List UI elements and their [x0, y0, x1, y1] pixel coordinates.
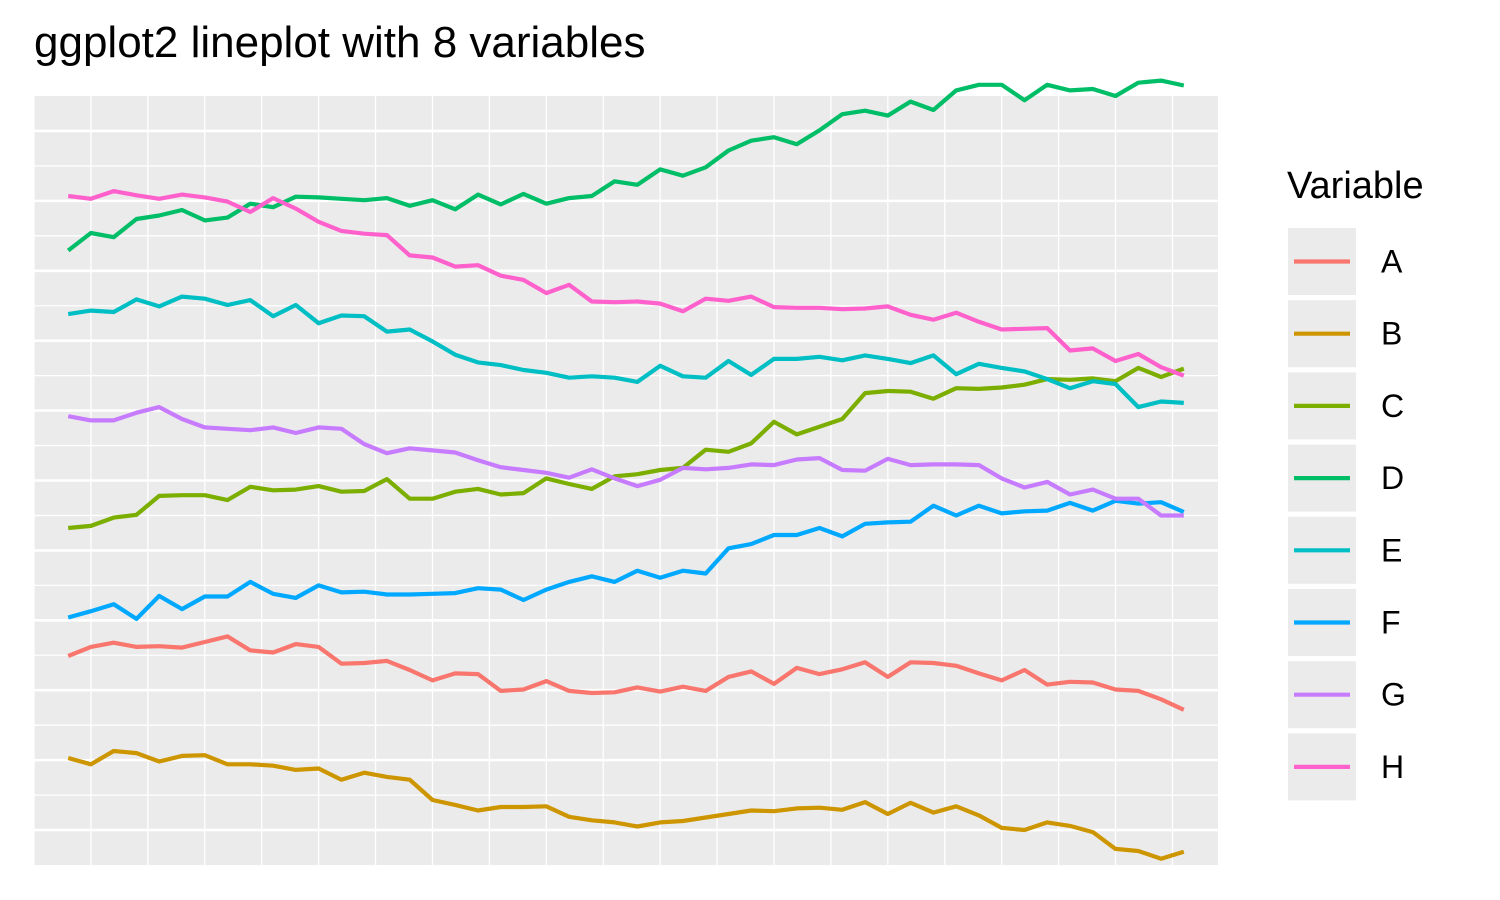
legend-item-f: F: [1288, 589, 1401, 656]
legend-item-c: C: [1288, 372, 1404, 440]
series-line-g: [67, 405, 1184, 518]
legend-label: C: [1381, 388, 1404, 424]
series-line-d: [66, 78, 1185, 253]
legend-label: B: [1381, 316, 1402, 352]
legend-label: E: [1381, 532, 1402, 568]
legend-item-g: G: [1288, 661, 1406, 729]
series-line-b: [67, 748, 1185, 861]
legend-item-d: D: [1288, 444, 1404, 512]
legend-label: G: [1381, 677, 1406, 713]
legend-label: A: [1381, 244, 1403, 280]
legend-label: H: [1381, 749, 1404, 785]
series-lines: [66, 78, 1185, 861]
series-line-c: [68, 365, 1185, 531]
series-line-h: [67, 189, 1185, 378]
legend-title: Variable: [1287, 165, 1424, 207]
legend-item-h: H: [1288, 733, 1404, 801]
legend-item-a: A: [1288, 228, 1403, 295]
series-line-a: [67, 634, 1185, 712]
legend-label: D: [1381, 460, 1404, 496]
legend-label: F: [1381, 605, 1401, 641]
chart-title: ggplot2 lineplot with 8 variables: [34, 18, 646, 67]
legend-item-b: B: [1288, 300, 1402, 368]
legend-item-e: E: [1288, 516, 1402, 584]
grid-lines: [33, 96, 1218, 865]
series-line-e: [67, 294, 1184, 410]
series-line-f: [67, 498, 1185, 622]
